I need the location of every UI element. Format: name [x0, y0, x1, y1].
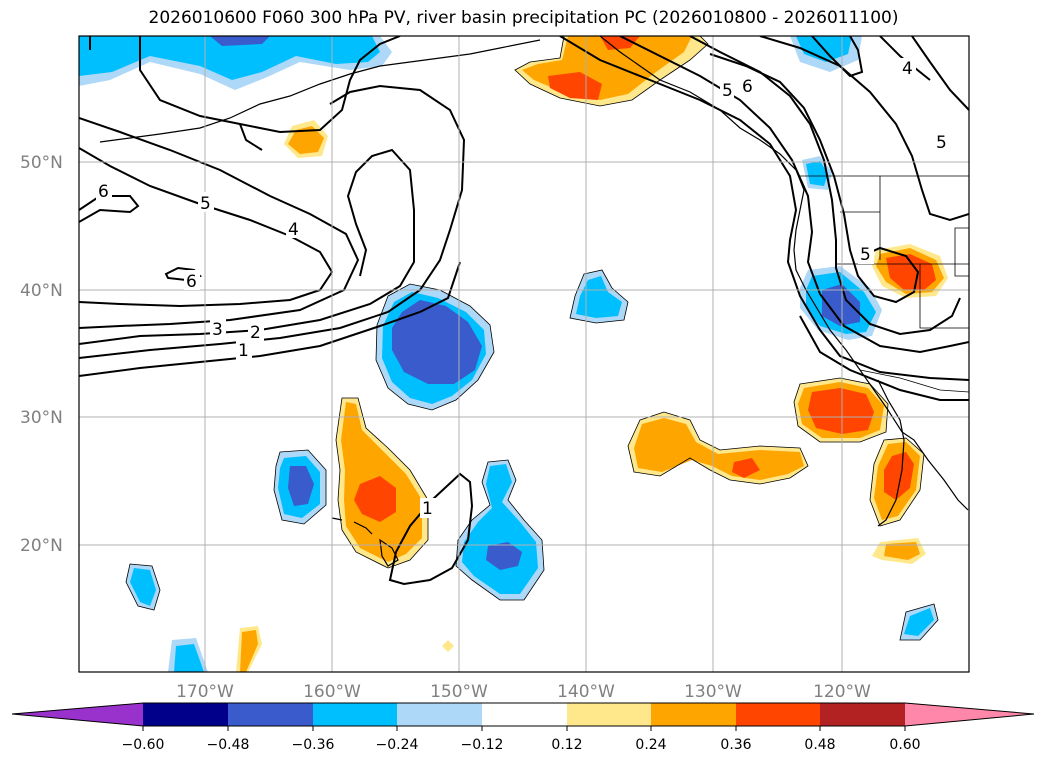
lat-label-30n: 30°N — [20, 408, 63, 428]
contour-label-4-west: 4 — [288, 220, 299, 240]
negative-anomaly-fills — [79, 36, 938, 672]
colorbar-tick-label-1: −0.60 — [122, 737, 165, 753]
colorbar: −0.60 −0.48 −0.36 −0.24 −0.12 0.12 0.24 … — [11, 702, 1035, 753]
colorbar-tick-label-6: 0.12 — [551, 737, 582, 753]
longitude-labels: 170°W 160°W 150°W 140°W 130°W 120°W — [176, 682, 871, 702]
contour-label-3: 3 — [212, 320, 223, 340]
lon-label-170w: 170°W — [176, 682, 234, 702]
latitude-labels: 50°N 40°N 30°N 20°N — [20, 153, 63, 556]
positive-anomaly-fills — [236, 36, 948, 672]
colorbar-swatch-9 — [820, 703, 905, 726]
map-frame — [78, 35, 970, 673]
colorbar-swatch-2 — [228, 703, 313, 726]
colorbar-tick-label-7: 0.24 — [635, 737, 666, 753]
map-title: 2026010600 F060 300 hPa PV, river basin … — [148, 8, 899, 28]
colorbar-swatch-3 — [313, 703, 397, 726]
colorbar-tick-label-8: 0.36 — [720, 737, 751, 753]
contour-label-1: 1 — [238, 341, 249, 361]
anomaly-outlines — [125, 36, 939, 641]
contour-label-1-hawaii: 1 — [422, 499, 433, 519]
lon-label-120w: 120°W — [813, 682, 871, 702]
lat-label-50n: 50°N — [20, 153, 63, 173]
lat-label-20n: 20°N — [20, 536, 63, 556]
colorbar-swatch-5 — [482, 703, 567, 726]
contour-label-5-northeast: 5 — [936, 133, 947, 153]
graticule — [79, 36, 969, 672]
contour-label-5-coast: 5 — [860, 245, 871, 265]
colorbar-swatch-1 — [143, 703, 228, 726]
colorbar-tick-label-9: 0.48 — [804, 737, 835, 753]
colorbar-swatch-4 — [397, 703, 482, 726]
lon-label-140w: 140°W — [557, 682, 615, 702]
colorbar-tick-label-3: −0.36 — [292, 737, 335, 753]
colorbar-swatch-8 — [736, 703, 820, 726]
lon-label-130w: 130°W — [684, 682, 742, 702]
colorbar-tick-label-10: 0.60 — [889, 737, 920, 753]
lat-label-40n: 40°N — [20, 281, 63, 301]
contour-label-6-west: 6 — [98, 182, 109, 202]
coastlines — [99, 36, 969, 567]
colorbar-swatch-7 — [651, 703, 736, 726]
map-area: 6 5 4 6 3 2 1 5 6 4 5 5 1 — [79, 36, 969, 672]
lon-label-160w: 160°W — [303, 682, 361, 702]
contour-label-5-east: 5 — [722, 81, 733, 101]
contour-labels: 6 5 4 6 3 2 1 5 6 4 5 5 1 — [96, 58, 950, 519]
pv-contours — [79, 36, 969, 586]
colorbar-extend-low — [12, 703, 143, 726]
colorbar-extend-high — [905, 703, 1034, 726]
colorbar-swatch-6 — [567, 703, 651, 726]
colorbar-ticks — [142, 726, 906, 731]
contour-label-5-west: 5 — [200, 194, 211, 214]
contour-label-2: 2 — [250, 323, 261, 343]
contour-label-4-east: 4 — [902, 59, 913, 79]
lon-label-150w: 150°W — [430, 682, 488, 702]
colorbar-tick-label-4: −0.24 — [376, 737, 419, 753]
colorbar-tick-label-5: −0.12 — [461, 737, 504, 753]
contour-label-6-east: 6 — [742, 77, 753, 97]
contour-label-6-loop: 6 — [186, 272, 197, 292]
colorbar-tick-label-2: −0.48 — [207, 737, 250, 753]
